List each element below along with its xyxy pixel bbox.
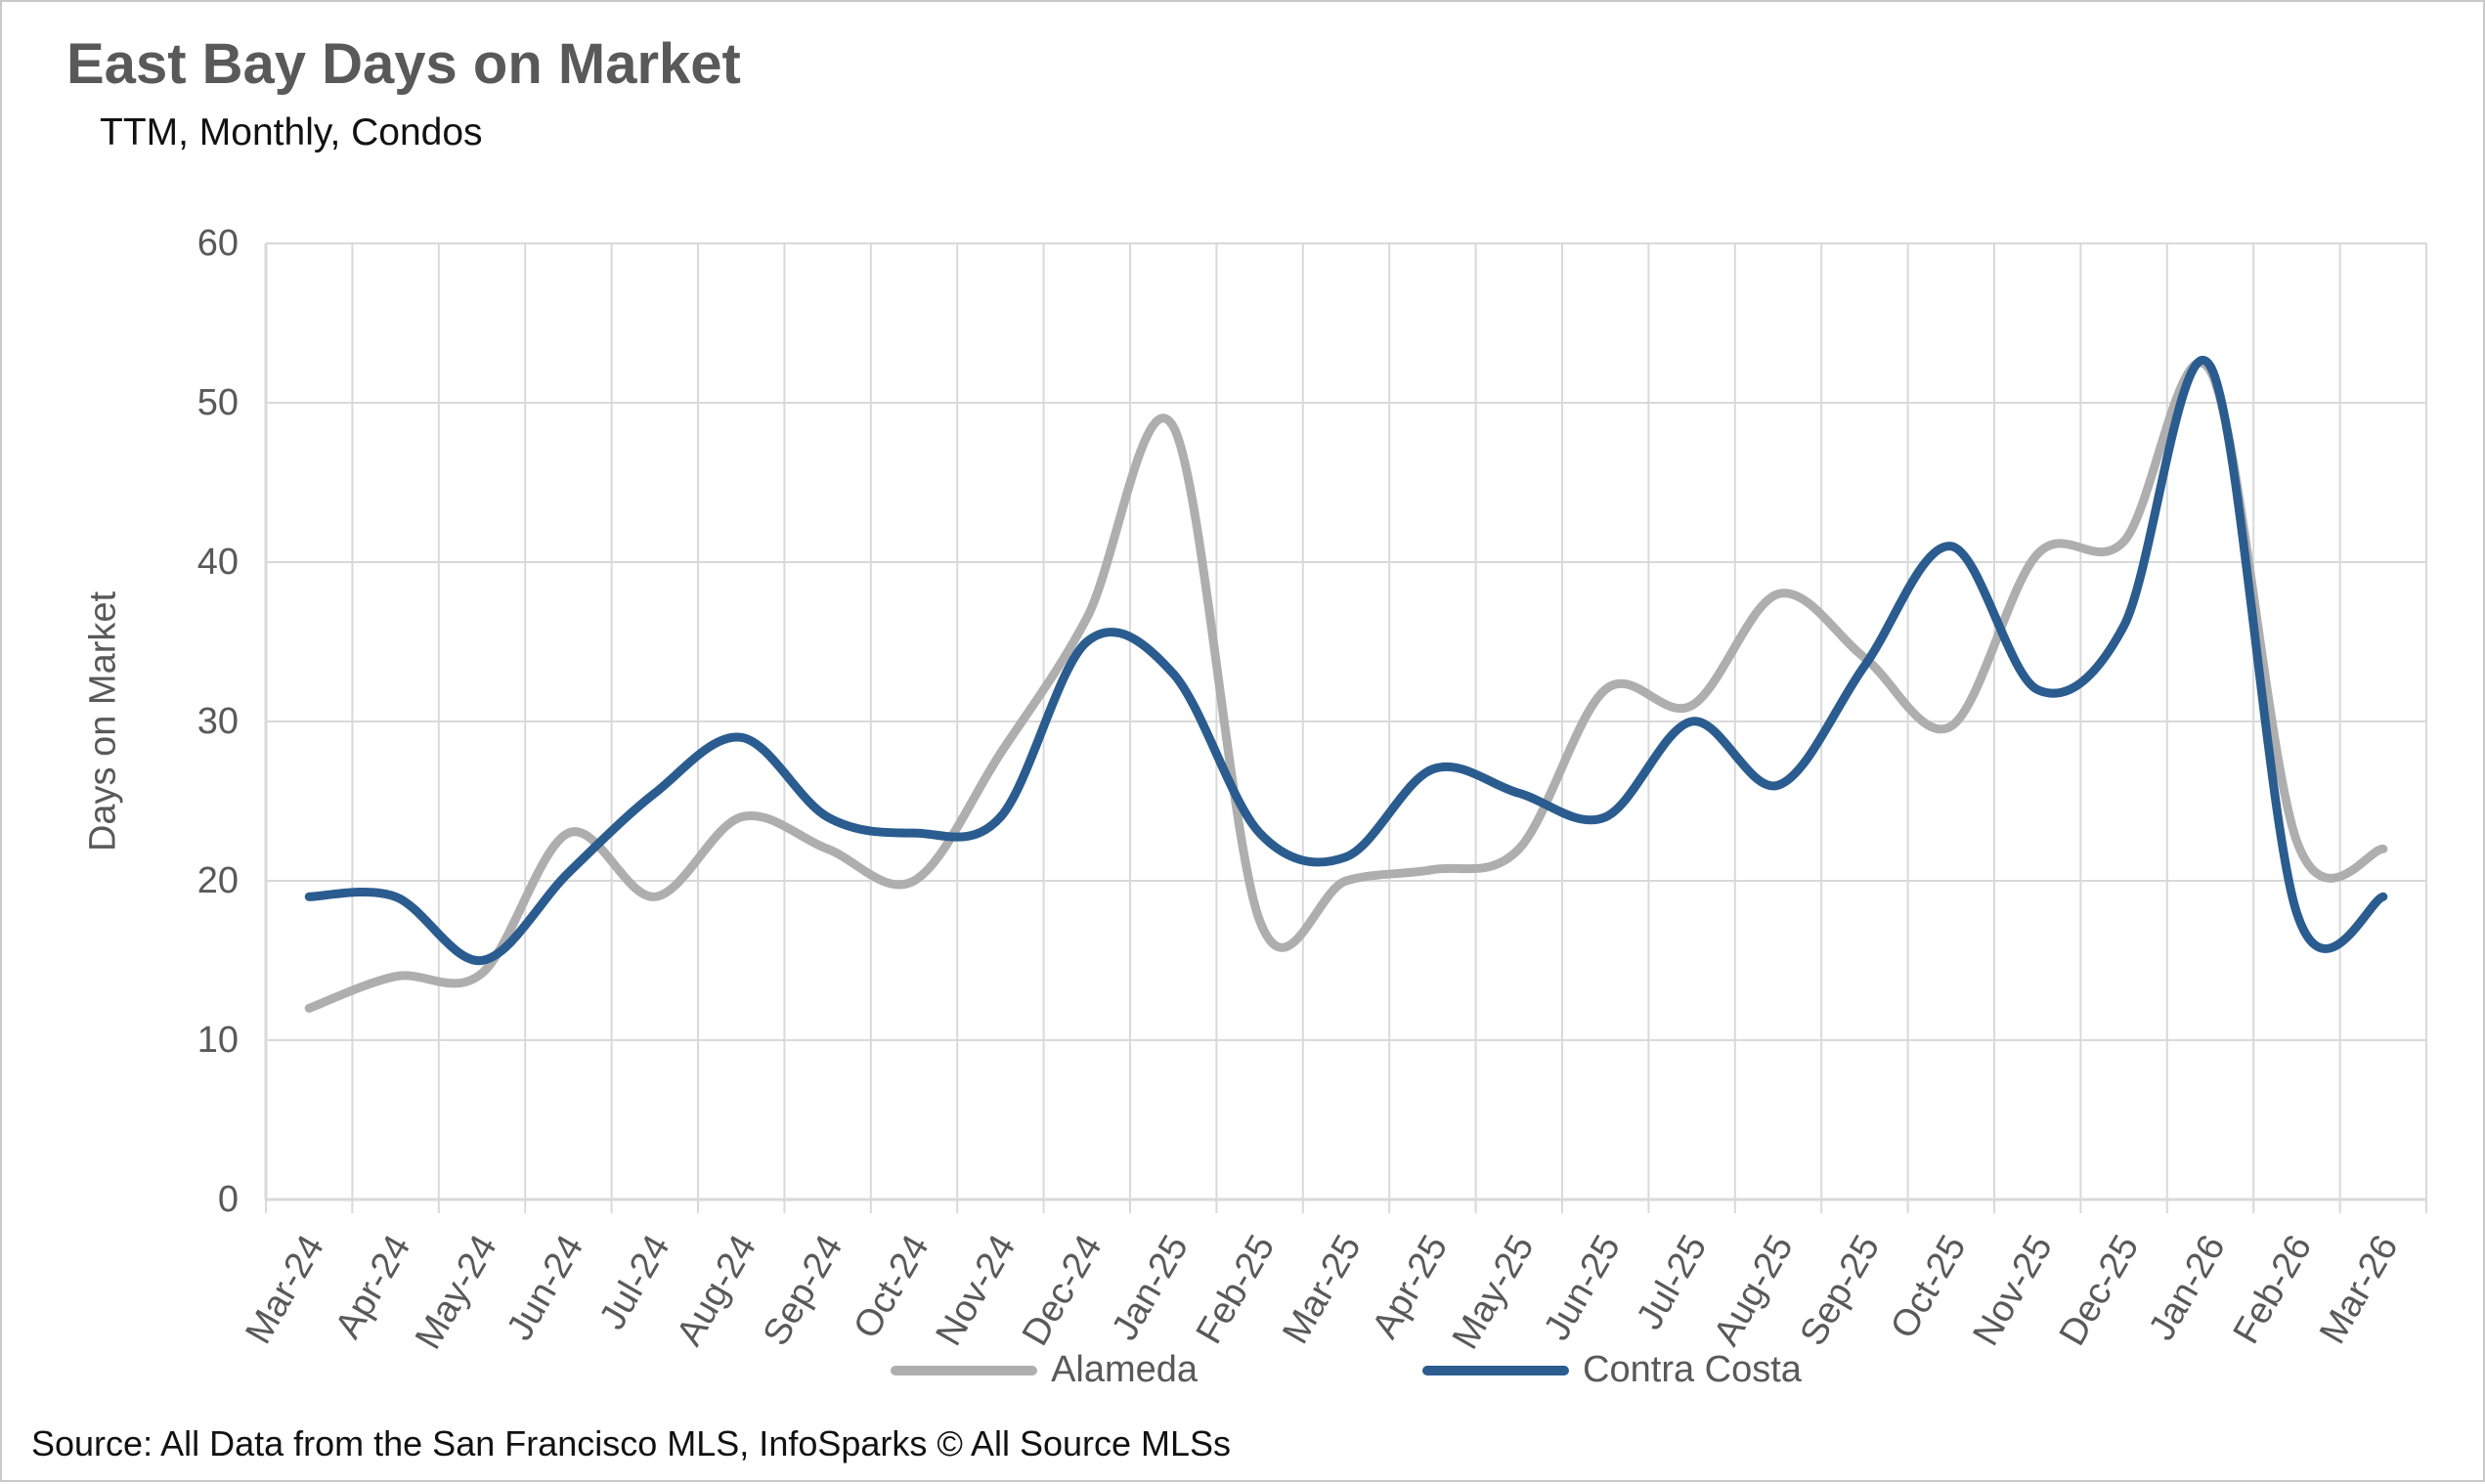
y-tick-label: 30 <box>197 701 239 742</box>
y-tick-label: 40 <box>197 542 239 583</box>
x-tick-label: Feb-25 <box>1189 1229 1284 1351</box>
contra-costa-line-series <box>304 356 2388 966</box>
y-tick-label: 60 <box>197 223 239 264</box>
x-tick-label: Apr-24 <box>327 1229 418 1346</box>
alameda-line-swatch <box>891 1365 1038 1375</box>
x-tick-label: Dec-24 <box>1015 1229 1111 1353</box>
x-tick-label: Aug-25 <box>1706 1229 1802 1353</box>
x-tick-label: Jan-26 <box>2141 1229 2233 1348</box>
x-tick-label: Jul-24 <box>591 1229 677 1337</box>
x-tick-label: Jan-25 <box>1105 1229 1197 1348</box>
x-tick-label: Jun-24 <box>500 1229 591 1348</box>
source-note: Source: All Data from the San Francisco … <box>31 1423 1232 1463</box>
contra-costa-line-swatch <box>1422 1365 1570 1375</box>
x-tick-label: Jun-25 <box>1537 1229 1629 1348</box>
x-tick-label: Nov-25 <box>1965 1229 2061 1353</box>
legend-item-alameda: Alameda <box>891 1349 1198 1391</box>
x-tick-label: Nov-24 <box>929 1229 1025 1353</box>
x-tick-label: Sep-24 <box>756 1229 851 1353</box>
x-tick-label: May-25 <box>1445 1229 1543 1357</box>
legend-label-contra-costa: Contra Costa <box>1583 1349 1802 1390</box>
x-tick-label: Mar-24 <box>238 1229 332 1351</box>
page-subtitle: TTM, Monthly, Condos <box>100 111 483 153</box>
page-title: East Bay Days on Market <box>66 32 741 96</box>
x-tick-label: Feb-26 <box>2226 1229 2321 1351</box>
x-tick-label: Mar-26 <box>2312 1229 2407 1351</box>
x-tick-label: May-24 <box>408 1229 505 1357</box>
legend-label-alameda: Alameda <box>1051 1349 1199 1390</box>
y-tick-label: 50 <box>197 382 239 423</box>
y-tick-label: 10 <box>197 1020 239 1061</box>
chart-legend: Alameda Contra Costa <box>266 1349 2426 1391</box>
x-tick-label: Dec-25 <box>2052 1229 2148 1353</box>
x-tick-label: Oct-24 <box>846 1229 937 1346</box>
y-tick-label: 0 <box>218 1179 239 1220</box>
x-tick-label: Oct-25 <box>1883 1229 1974 1346</box>
alameda-line-series <box>304 358 2388 1013</box>
x-tick-label: Aug-24 <box>669 1229 764 1353</box>
x-tick-label: Jul-25 <box>1629 1229 1715 1337</box>
y-tick-label: 20 <box>197 860 239 901</box>
x-tick-label: Mar-25 <box>1275 1229 1370 1351</box>
x-tick-label: Sep-25 <box>1793 1229 1889 1353</box>
x-tick-label: Apr-25 <box>1365 1229 1456 1346</box>
legend-item-contra-costa: Contra Costa <box>1422 1349 1802 1391</box>
